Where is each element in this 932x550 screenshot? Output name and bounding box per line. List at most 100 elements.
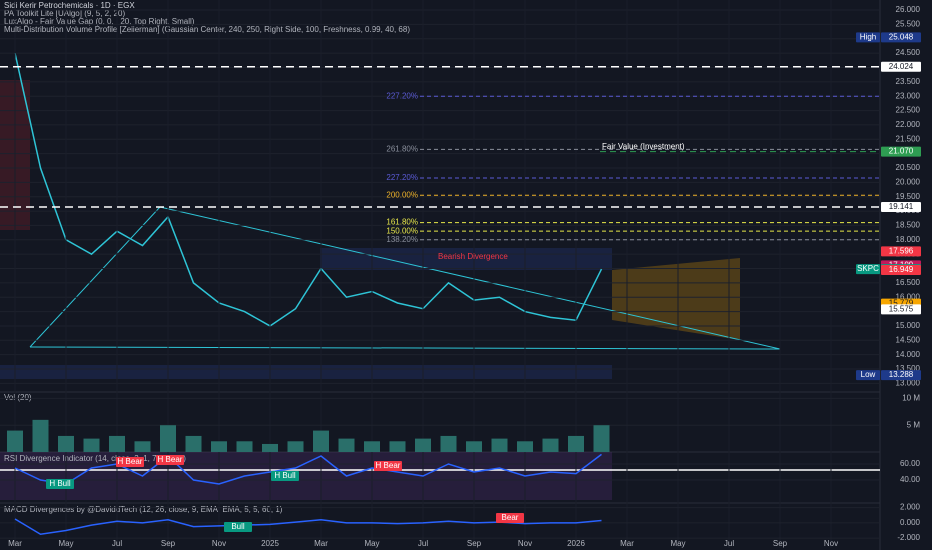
volume-bar <box>440 435 457 452</box>
annotation: H Bear <box>118 457 143 466</box>
volume-bar <box>287 441 304 452</box>
y-tick-label: 20.500 <box>896 163 921 172</box>
price-tag <box>881 61 921 72</box>
panel-title: RSI Divergence Indicator (14, close, 3, … <box>4 454 186 463</box>
price-tag-label: 25.048 <box>889 33 914 42</box>
volume-bar <box>542 438 559 452</box>
x-tick-label: May <box>670 539 685 548</box>
y-tick-label: 14.500 <box>896 335 921 344</box>
annotation: Bear <box>502 513 519 522</box>
volume-bar <box>262 443 278 452</box>
y-tick-label: 14.000 <box>896 350 921 359</box>
price-tag-label: 15.779 <box>889 299 914 308</box>
name-tag-label: High <box>860 33 876 42</box>
x-tick-label: 2025 <box>261 539 279 548</box>
name-tag <box>856 264 880 275</box>
x-tick-label: Jul <box>724 539 734 548</box>
x-tick-label: 2026 <box>567 539 585 548</box>
y-tick-label: 18.000 <box>896 235 921 244</box>
y-tick-label: -2.000 <box>897 533 920 542</box>
annotation-tag <box>224 522 252 532</box>
fib-label: 227.20% <box>386 91 418 100</box>
price-tag-label: 16.949 <box>889 265 914 274</box>
y-tick-label: 13.500 <box>896 364 921 373</box>
y-tick-label: 24.500 <box>896 48 921 57</box>
y-tick-label: 13.000 <box>896 378 921 387</box>
y-tick-label: 16.000 <box>896 292 921 301</box>
volume-bar <box>58 435 74 452</box>
annotation: Bull <box>231 522 245 531</box>
volume-bar <box>83 438 100 452</box>
series-line <box>14 453 602 485</box>
y-tick-label: 15.000 <box>896 321 921 330</box>
fib-label: 150.00% <box>386 226 418 235</box>
volume-bar <box>109 435 125 452</box>
y-tick-label: 2.000 <box>900 503 921 512</box>
zone <box>320 248 612 270</box>
x-tick-label: Sep <box>467 539 482 548</box>
series-line <box>14 52 603 327</box>
panel-title: Vol (20) <box>4 393 32 402</box>
indicator-label: LuxAlgo - Fair Value Gap (0, 0, , 20, To… <box>4 17 195 26</box>
x-tick-label: Jul <box>418 539 428 548</box>
volume-bar <box>236 441 253 452</box>
y-tick-label: 40.00 <box>900 475 921 484</box>
y-tick-label: 5 M <box>907 420 921 429</box>
volume-bar <box>313 430 329 452</box>
volume-bar <box>338 438 355 452</box>
y-tick-label: 22.500 <box>896 106 921 115</box>
volume-bar <box>389 441 406 452</box>
volume-bar <box>466 441 482 452</box>
volume-bar <box>593 425 610 452</box>
price-tag <box>881 264 921 275</box>
y-tick-label: 23.000 <box>896 91 921 100</box>
volume-bar <box>185 435 202 452</box>
price-tag <box>881 32 921 43</box>
name-tag-label: SKPC <box>857 264 879 273</box>
volume-bar <box>134 441 151 452</box>
annotation: H Bull <box>49 479 71 488</box>
fib-label: 161.80% <box>386 218 418 227</box>
y-tick-label: 10 M <box>902 394 920 403</box>
x-tick-label: May <box>58 539 73 548</box>
zone <box>0 365 612 379</box>
x-tick-label: Sep <box>773 539 788 548</box>
fib-label: 200.00% <box>386 190 418 199</box>
y-tick-label: 60.00 <box>900 459 921 468</box>
price-tag <box>881 304 921 315</box>
volume-bar <box>568 435 584 452</box>
y-tick-label: 23.500 <box>896 77 921 86</box>
x-tick-label: Nov <box>518 539 532 548</box>
x-tick-label: May <box>364 539 379 548</box>
volume-bar <box>415 438 431 452</box>
price-tag <box>881 246 921 257</box>
annotation-tag <box>156 455 184 465</box>
volume-bar <box>32 419 49 452</box>
price-tag-label: 13.288 <box>889 370 914 379</box>
volume-bar <box>491 438 508 452</box>
y-tick-label: 26.000 <box>896 5 921 14</box>
fib-label: 261.80% <box>386 144 418 153</box>
y-tick-label: 18.500 <box>896 221 921 230</box>
y-tick-label: 16.500 <box>896 278 921 287</box>
x-tick-label: Nov <box>212 539 226 548</box>
volume-bar <box>364 441 380 452</box>
annotation: H Bear <box>376 461 401 470</box>
y-tick-label: 22.000 <box>896 120 921 129</box>
annotation: H Bull <box>274 471 296 480</box>
annotation-tag <box>496 513 524 523</box>
annotation-tag <box>116 457 144 467</box>
x-tick-label: Mar <box>620 539 634 548</box>
annotation: Fair Value (Investment) <box>602 142 685 151</box>
name-tag <box>856 370 880 381</box>
indicator-label: PA Toolkit Lite [UAlgo] (9, 5, 2, 20) <box>4 9 125 18</box>
price-tag-label: 19.141 <box>889 202 914 211</box>
volume-bar <box>211 441 227 452</box>
panel-title: MACD Divergences by @DaviddTech (12, 26,… <box>4 505 283 514</box>
chart-title: Sidi Kerir Petrochemicals · 1D · EGX <box>4 1 135 10</box>
name-tag <box>856 32 880 43</box>
y-tick-label: 20.000 <box>896 177 921 186</box>
fib-label: 227.20% <box>386 173 418 182</box>
x-tick-label: Nov <box>824 539 838 548</box>
